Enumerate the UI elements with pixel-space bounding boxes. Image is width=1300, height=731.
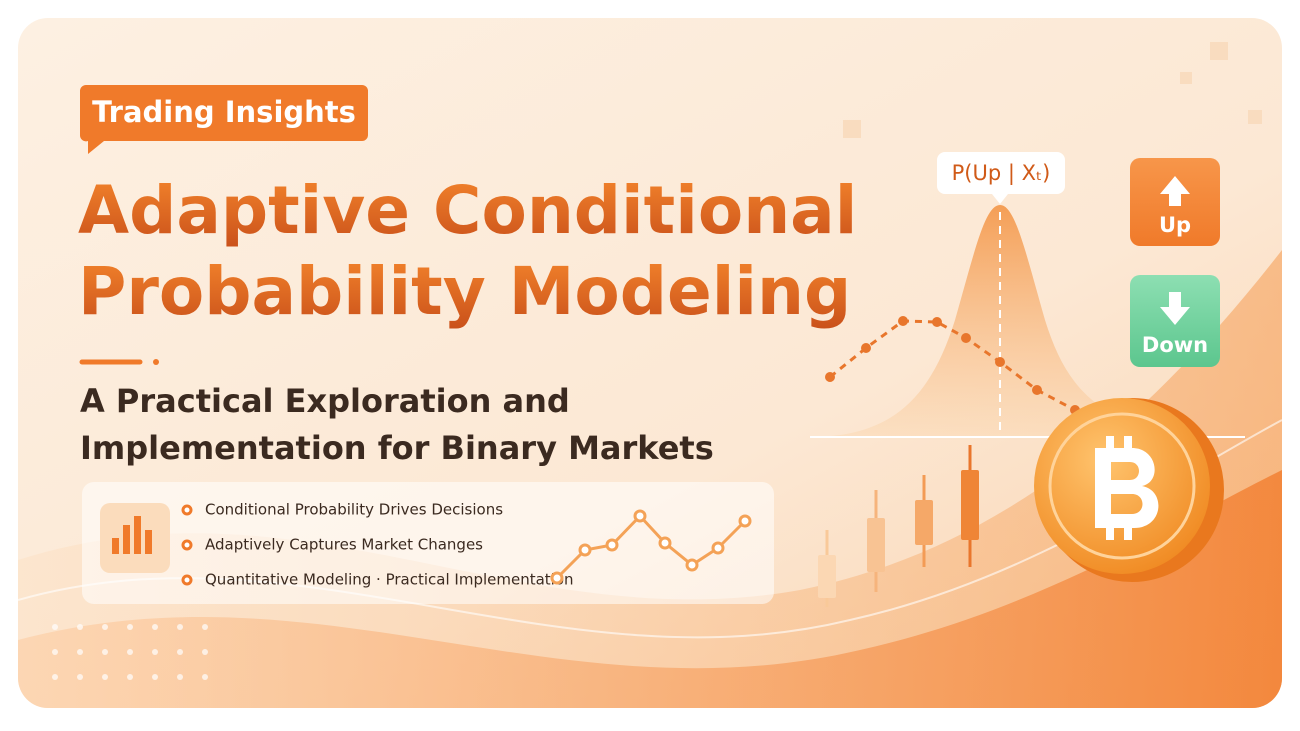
dot: [177, 624, 183, 630]
dot: [127, 674, 133, 680]
bullet-dot: [181, 539, 193, 551]
dot: [52, 649, 58, 655]
curve-dot: [961, 333, 971, 343]
mini-dot: [578, 543, 592, 557]
mini-dot: [711, 541, 725, 555]
dot: [177, 674, 183, 680]
title-line: Probability Modeling: [78, 253, 851, 330]
bullet-text: Adaptively Captures Market Changes: [205, 536, 483, 554]
chart-icon-bars: [112, 516, 152, 554]
mini-dot: [685, 558, 699, 572]
bullet-dot: [181, 574, 193, 586]
dot: [152, 649, 158, 655]
dot: [77, 649, 83, 655]
badge: [79, 85, 368, 154]
bullet-dot: [181, 504, 193, 516]
subtitle-line: A Practical Exploration and: [80, 382, 570, 420]
dot: [127, 649, 133, 655]
dot: [152, 624, 158, 630]
dot: [127, 624, 133, 630]
mini-dot: [605, 538, 619, 552]
title-line: Adaptive Conditional: [78, 172, 857, 249]
dot: [77, 674, 83, 680]
probability-callout: [937, 152, 1065, 204]
mini-dot: [633, 509, 647, 523]
dot: [77, 624, 83, 630]
candlesticks: [818, 445, 979, 607]
down-arrow: [1160, 292, 1190, 325]
dot: [202, 649, 208, 655]
probability-label: P(Up | Xₜ): [952, 161, 1051, 186]
dot: [102, 624, 108, 630]
coin-ring: [1048, 412, 1196, 560]
dotted-curve: [829, 319, 1076, 412]
curve-dot: [995, 357, 1005, 367]
dot-grid: [52, 624, 208, 680]
dot: [202, 624, 208, 630]
mini-dot: [658, 536, 672, 550]
bullet-list: Conditional Probability Drives Decisions…: [181, 501, 574, 589]
info-panel: [82, 482, 774, 604]
bullet-text: Conditional Probability Drives Decisions: [205, 501, 503, 519]
mini-line-dots: [550, 509, 752, 585]
subtitle-line: Implementation for Binary Markets: [80, 429, 714, 467]
up-label: Up: [1159, 213, 1191, 237]
badge-text: Trading Insights: [92, 95, 356, 129]
curve-dot: [1032, 385, 1042, 395]
dot: [102, 674, 108, 680]
curve-dot: [861, 343, 871, 353]
bullet-text: Quantitative Modeling · Practical Implem…: [205, 571, 574, 589]
dot: [152, 674, 158, 680]
down-label: Down: [1142, 333, 1208, 357]
dot: [102, 649, 108, 655]
bell-curve: [810, 205, 1245, 437]
bitcoin-symbol: [1095, 436, 1159, 540]
curve-dot: [898, 316, 908, 326]
up-arrow: [1160, 176, 1190, 206]
dot: [52, 624, 58, 630]
divider-dot: [153, 359, 159, 365]
mini-dot: [550, 571, 564, 585]
mini-dot: [738, 514, 752, 528]
dot: [177, 649, 183, 655]
curve-dot: [932, 317, 942, 327]
decor-squares: [843, 42, 1262, 138]
dot: [52, 674, 58, 680]
curve-dot: [825, 372, 835, 382]
dot: [202, 674, 208, 680]
